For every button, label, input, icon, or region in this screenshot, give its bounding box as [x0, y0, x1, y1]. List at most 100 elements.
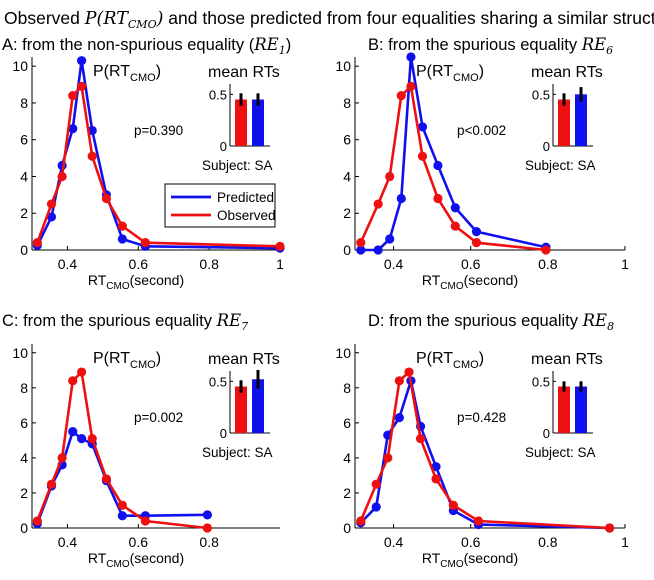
x-axis-label: RTCMO(second)	[88, 550, 184, 570]
x-axis-label: RTCMO(second)	[422, 272, 518, 292]
data-point-observed	[383, 453, 393, 463]
y-tick-label: 2	[343, 485, 351, 501]
data-point-predicted	[431, 462, 441, 472]
figure-title-math-sub: CMO	[128, 18, 157, 31]
inset-title: P(RTCMO)	[93, 350, 161, 371]
figure-title-pre: Observed	[4, 8, 85, 28]
p-value: p=0.428	[457, 410, 506, 425]
mean-rts-bar-observed	[235, 386, 247, 433]
panel-c: C: from the spurious equality RE7 0 2 4 6 8 10…	[2, 311, 280, 570]
data-point-observed	[101, 474, 111, 484]
x-axis-label-sub: CMO	[440, 559, 464, 570]
x-axis-label-main: RT	[88, 272, 107, 288]
x-axis-label-post: (second)	[130, 272, 184, 288]
x-axis-label-post: (second)	[464, 550, 518, 566]
mean-rts-bar-predicted	[575, 94, 587, 146]
data-point-observed	[46, 479, 57, 489]
data-point-observed	[356, 516, 366, 526]
x-tick-label: 1	[276, 256, 284, 272]
x-tick-label: 1	[621, 256, 629, 272]
inset-title-sub: CMO	[453, 72, 479, 84]
inset-title-close: )	[156, 63, 161, 80]
data-point-observed	[431, 474, 441, 484]
data-point-predicted	[385, 234, 395, 244]
data-point-observed	[396, 91, 406, 101]
data-point-observed	[68, 376, 78, 386]
data-point-predicted	[471, 227, 482, 237]
inset-title-main: P(RT	[416, 63, 453, 80]
equality-name: RE	[253, 35, 278, 54]
data-point-observed	[473, 516, 484, 526]
mean-rts-tick-label: 0	[543, 139, 550, 154]
subject-label: Subject: SA	[525, 445, 596, 460]
legend: Predicted Observed	[164, 183, 276, 228]
panel-d: D: from the spurious equality RE80246810…	[335, 311, 629, 570]
y-tick-label: 6	[20, 415, 28, 431]
panel-a: A: from the non-spurious equality (RE1)0…	[2, 35, 291, 292]
data-point-observed	[541, 245, 551, 255]
figure-title: Observed P(RTCMO) and those predicted fr…	[4, 8, 654, 31]
data-point-predicted	[117, 234, 127, 244]
mean-rts-bar-predicted	[252, 99, 264, 146]
equality-name: RE	[581, 35, 606, 54]
data-point-observed	[140, 516, 150, 526]
data-point-predicted	[77, 434, 87, 444]
x-axis-label-post: (second)	[464, 272, 518, 288]
mean-rts-tick-label: 0	[220, 139, 227, 154]
data-point-observed	[32, 238, 42, 248]
y-tick-label: 10	[335, 345, 351, 361]
x-axis-label-main: RT	[422, 272, 441, 288]
p-value: p=0.002	[134, 410, 183, 425]
legend-box	[164, 183, 276, 228]
x-axis-label-main: RT	[422, 550, 441, 566]
x-tick-label: 0.6	[461, 534, 481, 550]
y-tick-label: 0	[20, 242, 28, 258]
data-point-predicted	[417, 122, 428, 132]
data-point-observed	[415, 434, 426, 444]
panel-label-text: C: from the spurious equality	[2, 312, 217, 330]
inset-title-close: )	[156, 350, 161, 367]
paren-close: )	[286, 36, 292, 54]
p-value: p<0.002	[457, 123, 506, 138]
mean-rts-title: mean RTs	[208, 64, 280, 81]
x-axis-label-main: RT	[88, 550, 107, 566]
data-point-observed	[448, 500, 458, 510]
subject-label: Subject: SA	[525, 158, 596, 173]
data-point-observed	[373, 199, 383, 209]
data-point-observed	[356, 238, 366, 248]
data-point-observed	[87, 151, 97, 161]
data-point-observed	[202, 523, 212, 533]
data-point-observed	[385, 171, 395, 182]
x-tick-label: 0.8	[199, 256, 219, 272]
x-axis-label-sub: CMO	[440, 281, 464, 292]
data-point-observed	[404, 367, 414, 377]
data-point-predicted	[68, 427, 78, 437]
data-point-observed	[275, 241, 285, 251]
y-tick-label: 8	[343, 95, 351, 111]
legend-label-predicted: Predicted	[217, 190, 274, 205]
panel-label-text: B: from the spurious equality	[368, 36, 582, 54]
mean-rts-tick-label: 0.5	[532, 87, 550, 102]
y-tick-label: 10	[12, 345, 28, 361]
inset-title-sub: CMO	[453, 359, 479, 371]
subject-label: Subject: SA	[202, 445, 273, 460]
data-point-predicted	[433, 160, 443, 171]
subject-label: Subject: SA	[202, 158, 273, 173]
mean-rts-tick-label: 0.5	[532, 374, 550, 389]
data-point-observed	[101, 193, 111, 204]
y-tick-label: 0	[343, 242, 351, 258]
series-line-observed	[359, 85, 547, 252]
series-line-predicted	[360, 55, 547, 252]
x-tick-label: 0.8	[199, 534, 219, 550]
p-value: p=0.390	[134, 123, 183, 138]
series-line-observed	[36, 370, 208, 530]
data-point-predicted	[202, 510, 212, 520]
series-line-observed	[359, 370, 610, 530]
y-tick-label: 2	[343, 205, 351, 221]
data-point-observed	[394, 376, 404, 386]
equality-subscript: 7	[241, 320, 248, 333]
x-tick-label: 0.6	[129, 256, 149, 272]
mean-rts-tick-label: 0.5	[209, 87, 227, 102]
panel-label-text: A: from the non-spurious equality	[2, 36, 249, 54]
